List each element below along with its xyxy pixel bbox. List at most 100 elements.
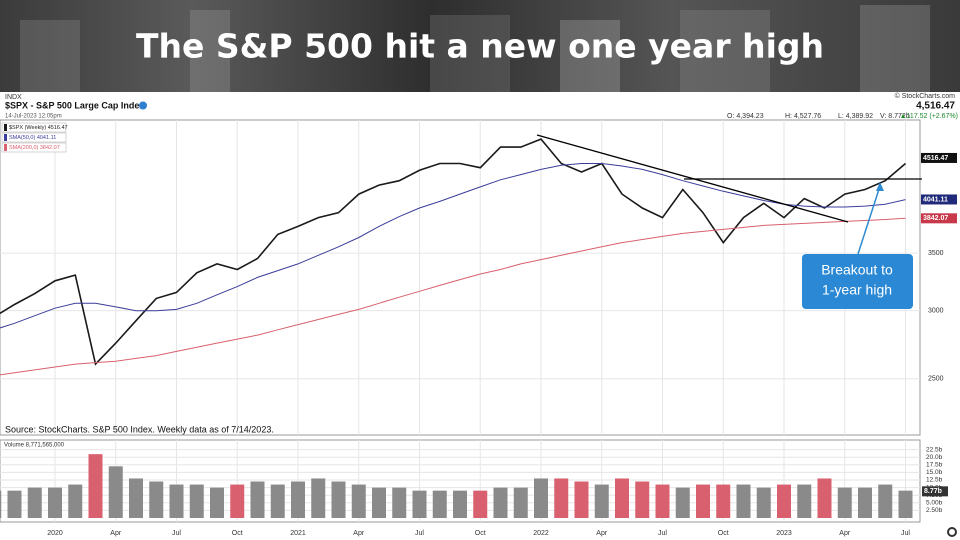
volume-title: Volume 8,771,565,000 [4, 443, 65, 449]
volume-bar [615, 478, 629, 518]
volume-bar [898, 490, 913, 518]
volume-bar [0, 490, 2, 518]
slide-title: The S&P 500 hit a new one year high [136, 27, 824, 66]
volume-bar [493, 487, 508, 518]
arrow-head [876, 182, 884, 191]
volume-bar [169, 484, 184, 518]
price-tag: 4516.47 [923, 155, 948, 162]
settings-icon[interactable] [947, 527, 957, 537]
volume-bar [331, 481, 346, 518]
volume-bar [594, 484, 609, 518]
high: H: 4,527.76 [785, 113, 821, 120]
volume-bar [797, 484, 812, 518]
banner-photo [0, 0, 960, 92]
y-tick-label: 2500 [928, 376, 944, 383]
y-tick-label: 3000 [928, 308, 944, 315]
volume-bar [48, 487, 62, 518]
price-tag-bg [921, 152, 957, 163]
legend-label: SMA(50,0) 4041.11 [9, 135, 56, 141]
volume-bar [432, 490, 447, 518]
volume-bar [68, 484, 83, 518]
volume-bar [210, 487, 224, 518]
volume-bar [149, 481, 164, 518]
price-tag: 3842.07 [923, 215, 948, 222]
volume-bar [878, 484, 893, 518]
volume-bar [696, 484, 710, 518]
x-tick-label: 2020 [47, 530, 63, 537]
x-tick-label: Apr [839, 530, 851, 537]
volume-bar [554, 478, 569, 518]
callout-box [802, 254, 913, 309]
volume-bar [7, 490, 22, 518]
x-tick-label: Oct [718, 530, 729, 537]
y-tick-label: 20.0b [926, 454, 943, 461]
price-tag-bg [921, 213, 957, 224]
symbol: $SPX - S&P 500 Large Cap Index [5, 100, 144, 110]
open: O: 4,394.23 [727, 113, 764, 120]
x-tick-label: Apr [353, 530, 365, 537]
low: L: 4,389.92 [838, 113, 873, 120]
price-tag: 4041.11 [923, 196, 948, 203]
volume-bar [351, 484, 366, 518]
y-tick-label: 22.5b [926, 446, 943, 453]
volume-bar [756, 487, 771, 518]
volume-bar [716, 484, 731, 518]
volume-bar [412, 490, 427, 518]
last-price: 4,516.47 [916, 101, 955, 112]
volume-bar [858, 487, 872, 518]
volume-tag: 8.77b [924, 488, 942, 495]
y-tick-label: 12.5b [926, 477, 943, 484]
volume-bar [372, 487, 386, 518]
x-tick-label: Jul [415, 530, 424, 537]
volume-bar [777, 484, 791, 518]
volume-bar [88, 454, 103, 518]
legend-box [1, 132, 67, 143]
callout-text: Breakout to [821, 262, 893, 278]
sma-line [0, 217, 906, 376]
source-note: Source: StockCharts. S&P 500 Index. Week… [5, 424, 274, 434]
x-tick-label: Apr [596, 530, 608, 537]
x-tick-label: Jul [901, 530, 910, 537]
volume-bar [270, 484, 285, 518]
info-icon[interactable] [139, 101, 147, 110]
volume-bar [311, 478, 326, 518]
volume-bar [392, 487, 407, 518]
volume-bar [635, 481, 650, 518]
volume-bar [837, 487, 852, 518]
x-tick-label: 2022 [533, 530, 549, 537]
plot-layer: 2020 Apr Jul Oct 2021 Apr Jul Oct 2022 Apr Jul Oct 2… [0, 120, 957, 537]
y-tick-label: 5.00b [926, 500, 943, 507]
price-line [0, 138, 907, 366]
volume-bar [534, 478, 548, 518]
volume-bar [250, 481, 265, 518]
volume-bar [129, 478, 143, 518]
x-tick-label: 2021 [290, 530, 306, 537]
x-tick-label: 2023 [776, 530, 792, 537]
volume-bar [453, 490, 467, 518]
legend-box [1, 122, 67, 133]
volume-bar [513, 487, 528, 518]
exchange: INDX [5, 94, 22, 101]
legend-label: SMA(200,0) 3842.07 [9, 145, 60, 151]
price-panel [0, 119, 921, 436]
volume-tag-bg [922, 486, 948, 497]
legend-box [1, 142, 67, 153]
y-tick-label: 2.50b [926, 507, 943, 514]
callout-arrow [857, 185, 881, 255]
x-tick-label: Oct [232, 530, 243, 537]
x-tick-label: Apr [110, 530, 122, 537]
y-tick-label: 3500 [928, 250, 944, 257]
legend-swatch [4, 144, 7, 151]
volume-bar [27, 487, 42, 518]
volume-bar [291, 481, 305, 518]
legend-swatch [4, 134, 7, 141]
volume-bar [189, 484, 204, 518]
y-tick-label: 17.5b [926, 462, 943, 469]
volume-bar [736, 484, 751, 518]
volume-bar [473, 490, 488, 518]
x-tick-label: Jul [172, 530, 181, 537]
volume-bar [108, 466, 123, 518]
volume-bar [230, 484, 245, 518]
